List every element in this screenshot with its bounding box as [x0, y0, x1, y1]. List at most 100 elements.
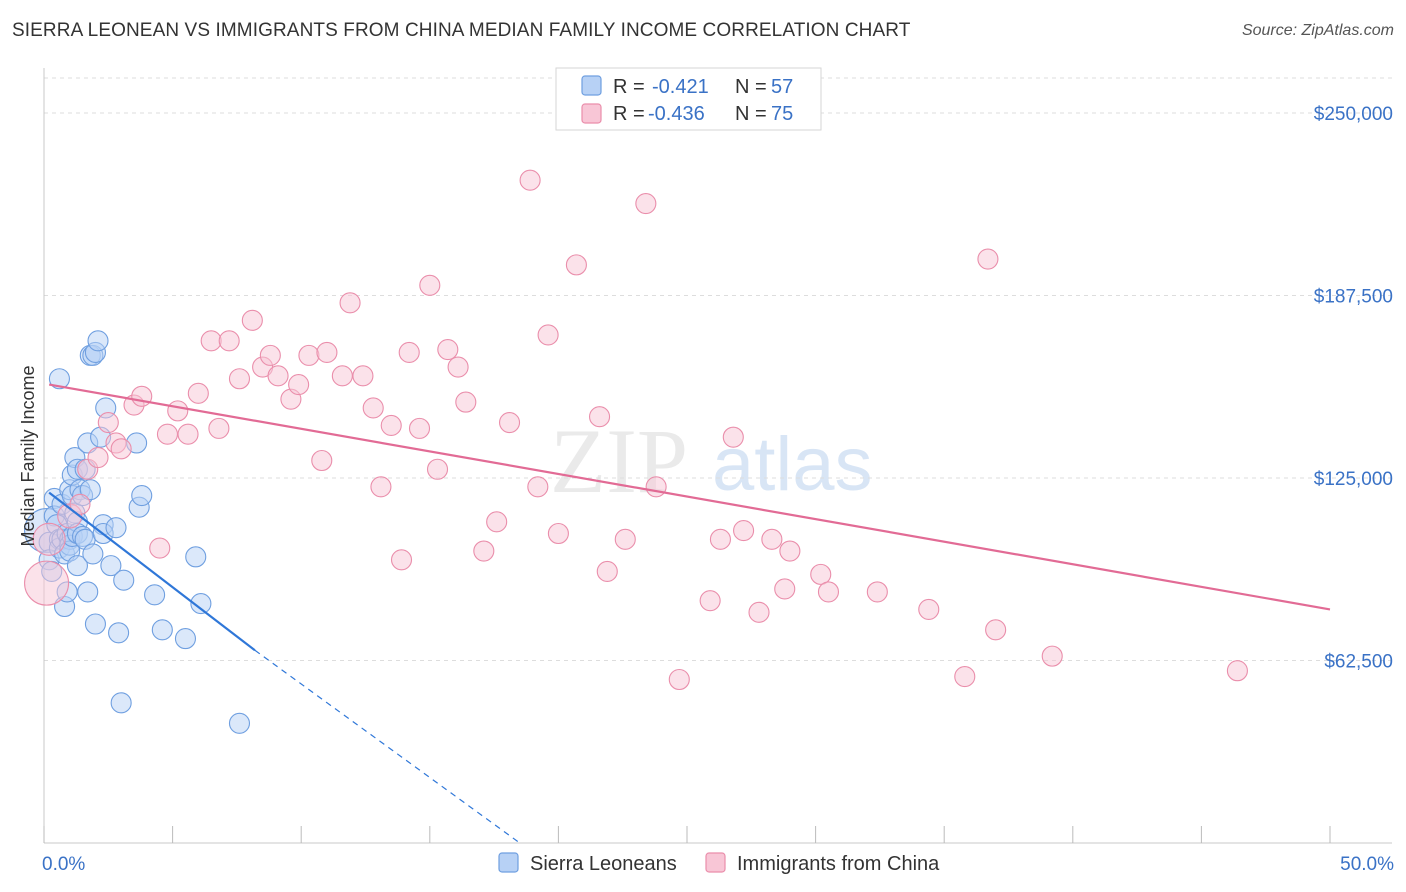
- point-immigrant-china: [645, 476, 667, 498]
- point-immigrant-china: [596, 560, 618, 583]
- point-sierra-leonean: [79, 479, 101, 501]
- point-immigrant-china: [200, 330, 222, 352]
- chart-title: SIERRA LEONEAN VS IMMIGRANTS FROM CHINA …: [12, 20, 911, 41]
- point-immigrant-china: [380, 414, 402, 437]
- x-tick-label: 0.0%: [42, 854, 85, 875]
- point-immigrant-china: [527, 476, 549, 498]
- trendline-immigrants-from-china: [48, 383, 1331, 611]
- point-sierra-leonean: [87, 330, 109, 352]
- x-tick-label: 50.0%: [1340, 854, 1394, 875]
- point-sierra-leonean: [113, 569, 135, 591]
- point-immigrant-china: [614, 528, 636, 550]
- point-immigrant-china: [298, 344, 320, 366]
- point-immigrant-china: [537, 324, 559, 346]
- point-immigrant-china: [498, 411, 521, 434]
- point-immigrant-china: [426, 458, 449, 480]
- legend-r-value: -0.421: [652, 76, 709, 98]
- point-immigrant-china: [1226, 660, 1248, 682]
- point-sierra-leonean: [105, 517, 127, 539]
- point-immigrant-china: [519, 169, 541, 191]
- point-immigrant-china: [97, 411, 119, 434]
- point-immigrant-china: [362, 397, 384, 419]
- point-immigrant-china: [547, 522, 569, 545]
- point-sierra-leonean: [190, 593, 212, 615]
- legend-bottom-label-immigrants-from-china: Immigrants from China: [737, 853, 940, 875]
- point-immigrant-china: [167, 400, 189, 422]
- point-immigrant-china: [69, 493, 91, 515]
- legend-top: R = -0.421 N = 57 R = -0.436 N = 75: [555, 67, 822, 131]
- point-immigrant-china: [177, 423, 199, 445]
- point-sierra-leonean: [174, 628, 197, 650]
- point-sierra-leonean: [66, 555, 88, 577]
- point-immigrant-china: [267, 365, 289, 387]
- chart-source: Source: ZipAtlas.com: [1241, 22, 1394, 39]
- point-immigrant-china: [110, 438, 132, 460]
- point-immigrant-china: [259, 344, 281, 366]
- point-immigrant-china: [331, 365, 353, 387]
- point-immigrant-china: [149, 537, 171, 559]
- point-immigrant-china: [761, 528, 783, 550]
- point-immigrant-china: [447, 356, 469, 378]
- point-immigrant-china: [32, 522, 66, 556]
- point-immigrant-china: [985, 619, 1007, 641]
- point-immigrant-china: [866, 581, 888, 603]
- point-immigrant-china: [419, 274, 441, 296]
- point-immigrant-china: [733, 520, 755, 542]
- point-immigrant-china: [390, 549, 413, 571]
- point-immigrant-china: [565, 254, 587, 276]
- point-sierra-leonean: [185, 546, 207, 568]
- point-sierra-leonean: [131, 484, 153, 507]
- trendline-sierra-leoneans-extension: [254, 649, 521, 844]
- point-immigrant-china: [156, 423, 179, 445]
- legend-bottom-label-sierra-leoneans: Sierra Leoneans: [530, 853, 677, 875]
- point-immigrant-china: [316, 341, 338, 364]
- point-sierra-leonean: [108, 622, 130, 644]
- legend-n-value: 75: [771, 103, 793, 125]
- legend-r-label: R =: [613, 76, 645, 98]
- point-immigrant-china: [589, 406, 611, 428]
- legend-bottom: Sierra Leoneans Immigrants from China: [498, 852, 940, 875]
- trendline-sierra-leoneans: [48, 491, 256, 652]
- point-immigrant-china: [241, 309, 263, 331]
- point-immigrant-china: [774, 578, 796, 600]
- point-immigrant-china: [486, 511, 508, 533]
- grid-layer: [44, 77, 1392, 662]
- point-immigrant-china: [339, 292, 361, 314]
- point-sierra-leonean: [100, 555, 122, 577]
- point-immigrant-china: [918, 598, 940, 620]
- legend-swatch-immigrants-from-china: [581, 103, 602, 124]
- point-sierra-leonean: [48, 368, 70, 390]
- axis-layer: $62,500 $125,000 $187,500 $250,000 0.0% 50.0%: [42, 68, 1394, 875]
- legend-r-value: -0.436: [648, 103, 705, 125]
- point-sierra-leonean: [151, 619, 173, 641]
- legend-n-label: N =: [735, 76, 767, 98]
- point-sierra-leonean: [77, 581, 99, 603]
- point-immigrant-china: [208, 417, 230, 439]
- point-immigrant-china: [437, 338, 459, 361]
- point-immigrant-china: [352, 365, 374, 387]
- point-immigrant-china: [218, 330, 240, 352]
- point-immigrant-china: [709, 528, 731, 550]
- legend-n-value: 57: [771, 76, 793, 98]
- point-immigrant-china: [131, 385, 153, 407]
- legend-r-label: R =: [613, 103, 645, 125]
- point-immigrant-china: [817, 581, 840, 603]
- point-sierra-leonean: [228, 712, 251, 734]
- point-immigrant-china: [187, 382, 209, 404]
- y-tick-label: $62,500: [1324, 652, 1393, 673]
- point-sierra-leonean: [110, 692, 132, 714]
- point-immigrant-china: [311, 449, 333, 472]
- y-tick-label: $250,000: [1314, 104, 1393, 125]
- legend-bottom-swatch-immigrants-from-china: [705, 852, 726, 873]
- point-immigrant-china: [699, 590, 721, 612]
- point-immigrant-china: [1041, 645, 1063, 667]
- point-immigrant-china: [455, 391, 477, 413]
- point-immigrant-china: [635, 193, 657, 215]
- point-sierra-leonean: [82, 543, 104, 565]
- trend-layer: [48, 383, 1331, 844]
- legend-bottom-swatch-sierra-leoneans: [498, 852, 519, 873]
- point-immigrant-china: [288, 374, 310, 396]
- point-immigrant-china: [977, 248, 999, 270]
- point-immigrant-china: [748, 601, 770, 623]
